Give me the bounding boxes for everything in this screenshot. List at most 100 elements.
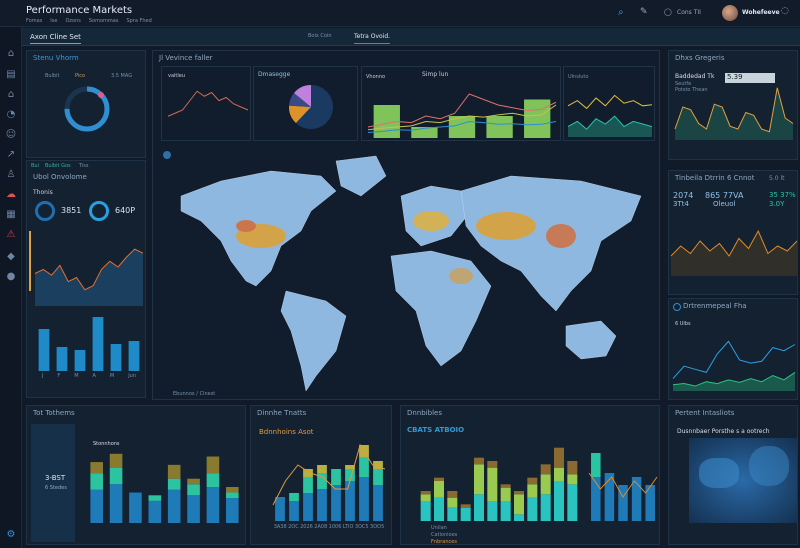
bar-segment — [303, 477, 313, 493]
world-map[interactable] — [161, 151, 651, 396]
series-line — [34, 248, 144, 291]
bar-segment — [434, 481, 444, 498]
bar-segment — [474, 457, 484, 465]
series-line — [567, 115, 653, 130]
username[interactable]: Wohefeeve — [742, 9, 780, 16]
chart-title: CBATS ATBOIO — [407, 426, 465, 434]
panel-title: Dinnhe Tnatts — [257, 409, 307, 417]
panel-tab[interactable]: Bulbit Gos — [45, 163, 71, 169]
alert-icon[interactable]: ⚠ — [6, 229, 16, 240]
scroll-indicator[interactable] — [29, 231, 31, 291]
series-line — [672, 371, 796, 387]
bar-segment — [487, 461, 498, 468]
stat-value: Oleuol — [713, 200, 736, 208]
user-icon[interactable]: ☺ — [5, 129, 17, 140]
x-tick-label: 1006 — [328, 524, 342, 530]
mini-line-chart — [167, 90, 249, 117]
sub-nav-item[interactable]: Somommas — [88, 18, 119, 24]
bar-segment — [56, 347, 68, 371]
info-icon — [673, 303, 681, 311]
mini-map[interactable] — [689, 438, 797, 523]
chart-label: Baddedad Tk — [675, 73, 715, 80]
bottom-panel-1: Tot Tothems 3-BST 6 Stedes Stonnhons — [26, 405, 246, 545]
sub-nav-item[interactable]: Ozons — [65, 18, 81, 24]
chart-legend: Stonnhons — [93, 441, 120, 447]
building-icon[interactable]: ⌂ — [7, 89, 15, 100]
line-chart — [674, 87, 794, 140]
panel-tab[interactable]: Tiss — [79, 163, 89, 169]
bar-segment — [487, 501, 498, 521]
series-line — [588, 472, 658, 498]
globe-icon[interactable]: ● — [6, 271, 16, 282]
settings-icon[interactable]: ⚙ — [6, 529, 16, 540]
search-icon[interactable]: ⌕ — [618, 7, 624, 18]
bar-segment — [331, 469, 341, 485]
bar-segment — [434, 497, 444, 521]
chart-title: Bdnnhoins Asot — [259, 428, 314, 436]
person-icon[interactable]: ♙ — [6, 169, 16, 180]
bar-segment — [514, 491, 524, 495]
mini-chart-title: Vhonno — [366, 74, 386, 80]
bar-segment — [527, 497, 538, 521]
panel-tab[interactable]: Bui — [31, 163, 39, 169]
pie-chart — [289, 85, 333, 129]
pen-icon[interactable]: ✎ — [640, 7, 648, 17]
kpi-value: 3851 — [61, 206, 82, 215]
bar-segment — [420, 494, 431, 501]
bar-segment — [618, 485, 628, 521]
bar-segment — [514, 514, 524, 521]
x-tick-label: 2OC — [288, 524, 299, 530]
bar-segment — [554, 447, 564, 468]
map-panel: Jl Vevince faller vaitleu Dmasegge Vhonn… — [152, 50, 660, 400]
bar-segment — [289, 501, 299, 521]
bar-segment — [345, 469, 355, 481]
bar-segment — [109, 453, 123, 468]
bar-segment — [90, 462, 103, 474]
panel-value: 5.0 lt — [769, 175, 785, 182]
x-tick-label: 3OC5 — [354, 524, 369, 530]
series-line — [367, 104, 557, 131]
bar-segment — [129, 492, 142, 523]
app-title: Performance Markets — [26, 5, 133, 16]
bar-segment — [345, 481, 355, 521]
sub-nav-item[interactable]: Fomas — [26, 18, 43, 24]
line-area-chart — [672, 340, 796, 391]
avatar[interactable] — [722, 5, 738, 21]
kpi-sub-label: 6 Stedes — [45, 485, 67, 491]
bar-segment — [554, 481, 564, 521]
trend-icon[interactable]: ↗ — [6, 149, 16, 160]
bar-line-chart — [272, 443, 386, 521]
sub-nav-item[interactable]: Ise — [50, 18, 58, 24]
bar-segment — [187, 478, 200, 485]
landmass — [749, 446, 789, 486]
landmass — [699, 458, 739, 488]
map-marker-icon[interactable] — [163, 151, 171, 159]
settings-circle-icon[interactable]: ◌ — [781, 6, 789, 16]
document-icon[interactable]: ▤ — [6, 69, 16, 80]
gauge-icon[interactable]: ◔ — [6, 109, 16, 120]
chat-icon[interactable]: ◯ — [664, 8, 672, 16]
diamond-icon[interactable]: ◆ — [7, 251, 15, 262]
value-badge: 5.39 — [725, 73, 775, 83]
cloud-icon[interactable]: ☁ — [6, 189, 16, 200]
series-line — [672, 340, 796, 379]
bar-segment — [38, 329, 50, 371]
bottom-panel-3: Dnnbibles CBATS ATBOIO Unilan Cationioes… — [400, 405, 660, 545]
stat-value: 3.0Y — [769, 200, 785, 208]
notify-label[interactable]: Cons TII — [677, 9, 701, 16]
sub-nav: Fomas Ise Ozons Somommas Spra Fhed — [26, 18, 152, 24]
tab-label[interactable]: Boix Coin — [308, 33, 332, 39]
tab-axon[interactable]: Axon Cline Set — [30, 33, 81, 44]
bar-segment — [514, 494, 524, 515]
home-icon[interactable]: ⌂ — [7, 48, 15, 59]
bar-segment — [289, 493, 299, 501]
bar-segment — [420, 501, 431, 521]
bar-segment — [631, 477, 642, 521]
bar-segment — [317, 473, 327, 489]
bar-segment — [109, 467, 123, 485]
tab-tetra[interactable]: Tetra Ovoid. — [354, 33, 391, 44]
sub-nav-item[interactable]: Spra Fhed — [126, 18, 152, 24]
grid-icon[interactable]: ▦ — [6, 209, 16, 220]
volume-area-chart — [34, 248, 144, 306]
series-line — [367, 93, 557, 128]
